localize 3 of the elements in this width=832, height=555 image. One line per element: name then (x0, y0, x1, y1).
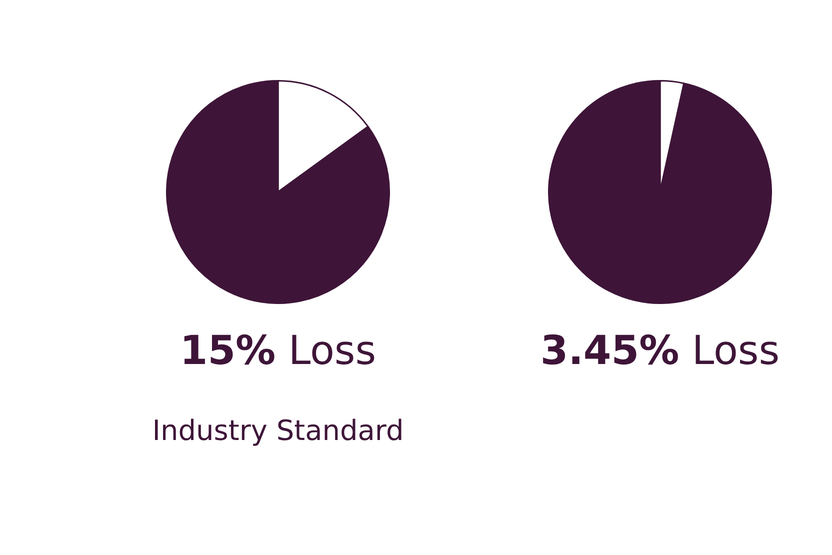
text: 3.45% Loss (539, 328, 781, 374)
text: 15% Loss (178, 328, 378, 374)
text: Industry Standard (151, 414, 405, 447)
